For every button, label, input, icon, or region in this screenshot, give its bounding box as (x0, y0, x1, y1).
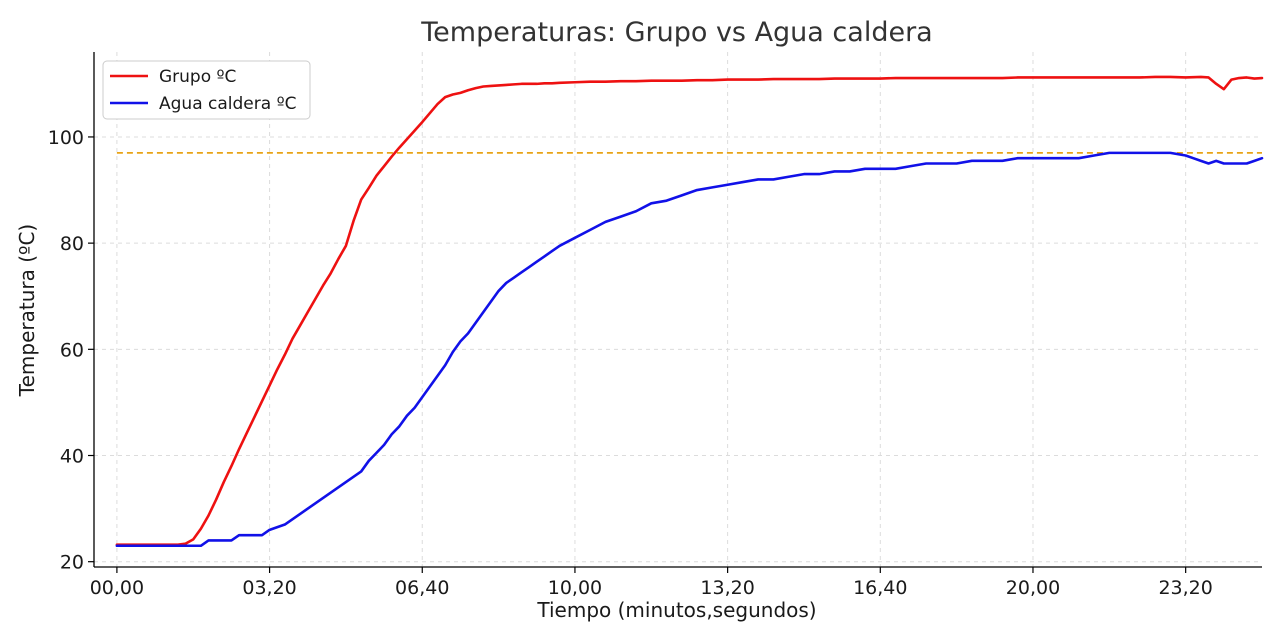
x-axis-ticks: 00,00 03,20 06,40 10,00 13,20 16,40 20,00 23,20 (90, 567, 1213, 599)
legend-label-agua-caldera: Agua caldera ºC (159, 94, 296, 114)
x-tick-label: 20,00 (1006, 577, 1060, 599)
legend-label-grupo: Grupo ºC (159, 67, 236, 87)
x-tick-label: 16,40 (853, 577, 907, 599)
y-tick-label: 60 (60, 339, 84, 361)
x-tick-label: 10,00 (548, 577, 602, 599)
axes (93, 52, 1262, 568)
series-line-agua-caldera (115, 151, 1264, 548)
legend: Grupo ºC Agua caldera ºC (102, 60, 311, 120)
grid (94, 52, 1262, 567)
y-tick-label: 40 (60, 446, 84, 468)
x-axis-label: Tiempo (minutos,segundos) (536, 598, 816, 622)
x-tick-label: 13,20 (700, 577, 754, 599)
x-tick-label: 23,20 (1158, 577, 1212, 599)
chart-title: Temperaturas: Grupo vs Agua caldera (420, 17, 932, 48)
x-tick-label: 03,20 (242, 577, 296, 599)
y-axis-ticks: 20 40 60 80 100 (48, 127, 94, 574)
y-axis-label: Temperatura (ºC) (15, 224, 39, 397)
legend-box (102, 60, 311, 120)
y-tick-label: 80 (60, 233, 84, 255)
y-tick-label: 20 (60, 552, 84, 574)
x-tick-label: 06,40 (395, 577, 449, 599)
series-layer (115, 75, 1264, 548)
series-line-grupo (115, 75, 1264, 546)
y-tick-label: 100 (48, 127, 84, 149)
x-tick-label: 00,00 (90, 577, 144, 599)
